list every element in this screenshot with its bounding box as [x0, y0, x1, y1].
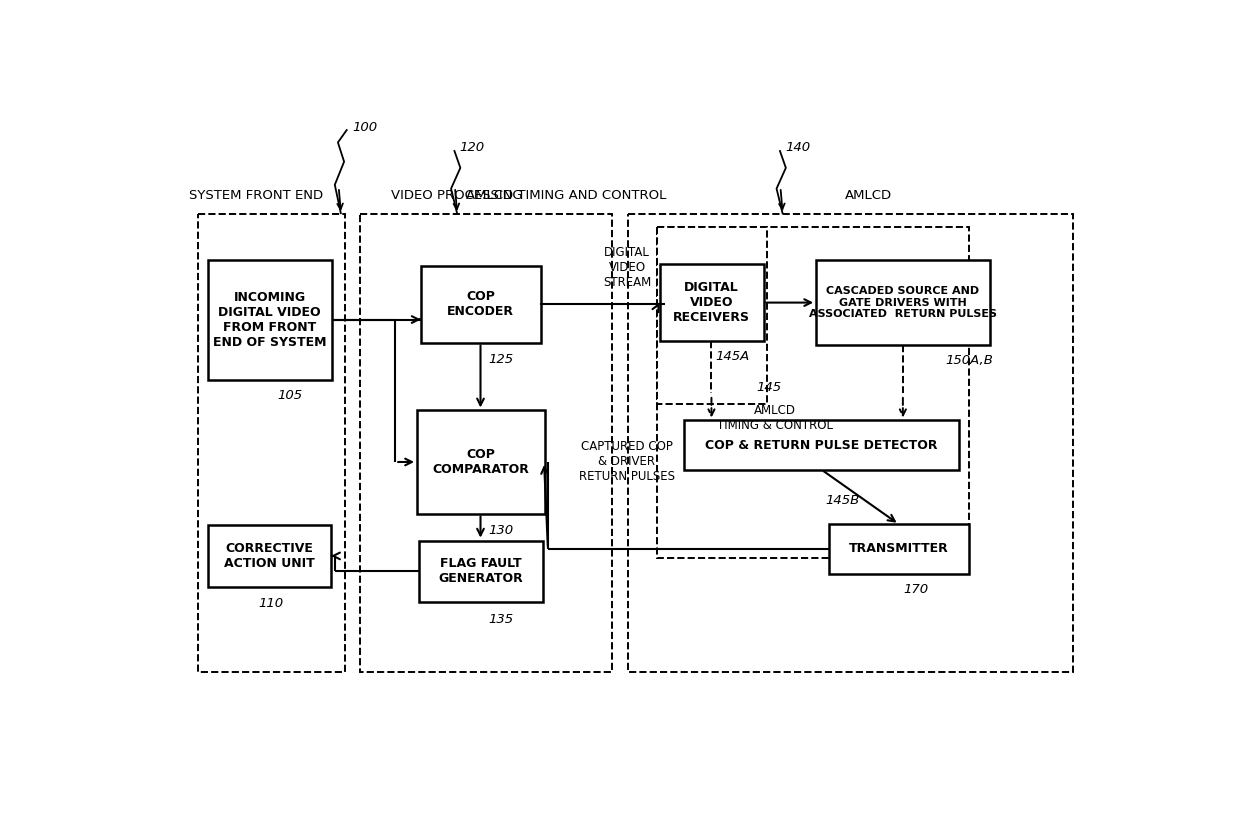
Bar — [419, 540, 543, 602]
Text: 120: 120 — [460, 141, 485, 154]
Bar — [660, 264, 764, 341]
Text: COP & RETURN PULSE DETECTOR: COP & RETURN PULSE DETECTOR — [706, 439, 937, 451]
Text: 145: 145 — [756, 381, 781, 394]
Bar — [207, 260, 332, 379]
Text: CAPTURED COP
& DRIVER
RETURN PULSES: CAPTURED COP & DRIVER RETURN PULSES — [579, 440, 675, 484]
Text: 170: 170 — [903, 582, 928, 595]
Text: DIGITAL
VIDEO
STREAM: DIGITAL VIDEO STREAM — [603, 246, 651, 289]
Text: AMLCD
TIMING & CONTROL: AMLCD TIMING & CONTROL — [717, 404, 833, 432]
Bar — [830, 525, 968, 575]
Bar — [197, 214, 345, 672]
Text: AMLCD: AMLCD — [844, 189, 892, 203]
Text: 100: 100 — [352, 121, 378, 133]
Text: CASCADED SOURCE AND
GATE DRIVERS WITH
ASSOCIATED  RETURN PULSES: CASCADED SOURCE AND GATE DRIVERS WITH AS… — [808, 286, 997, 319]
Text: SYSTEM FRONT END: SYSTEM FRONT END — [188, 189, 322, 203]
Text: TRANSMITTER: TRANSMITTER — [849, 542, 949, 555]
Bar — [420, 266, 541, 343]
Text: 110: 110 — [258, 597, 283, 610]
Text: DIGITAL
VIDEO
RECEIVERS: DIGITAL VIDEO RECEIVERS — [673, 281, 750, 324]
Text: 130: 130 — [489, 524, 513, 537]
Bar — [684, 420, 960, 470]
Text: COP
ENCODER: COP ENCODER — [446, 290, 515, 318]
Bar — [627, 214, 1074, 672]
Text: 150A,B: 150A,B — [945, 354, 993, 367]
Bar — [361, 214, 613, 672]
Text: INCOMING
DIGITAL VIDEO
FROM FRONT
END OF SYSTEM: INCOMING DIGITAL VIDEO FROM FRONT END OF… — [213, 290, 326, 349]
Text: FLAG FAULT
GENERATOR: FLAG FAULT GENERATOR — [438, 557, 523, 585]
Bar — [657, 227, 768, 404]
Text: 145A: 145A — [715, 350, 749, 363]
Text: 140: 140 — [785, 141, 810, 154]
Text: 125: 125 — [489, 353, 513, 366]
Text: COP
COMPARATOR: COP COMPARATOR — [432, 448, 529, 476]
Text: 145B: 145B — [826, 494, 859, 507]
Text: 105: 105 — [278, 389, 303, 402]
Bar — [816, 260, 991, 345]
Text: 135: 135 — [489, 612, 513, 626]
Bar — [208, 525, 331, 587]
Text: AMLCD TIMING AND CONTROL: AMLCD TIMING AND CONTROL — [465, 189, 666, 203]
Bar — [417, 410, 544, 515]
Text: VIDEO PROCESSING: VIDEO PROCESSING — [392, 189, 523, 203]
Bar — [657, 227, 968, 558]
Text: CORRECTIVE
ACTION UNIT: CORRECTIVE ACTION UNIT — [224, 542, 315, 570]
